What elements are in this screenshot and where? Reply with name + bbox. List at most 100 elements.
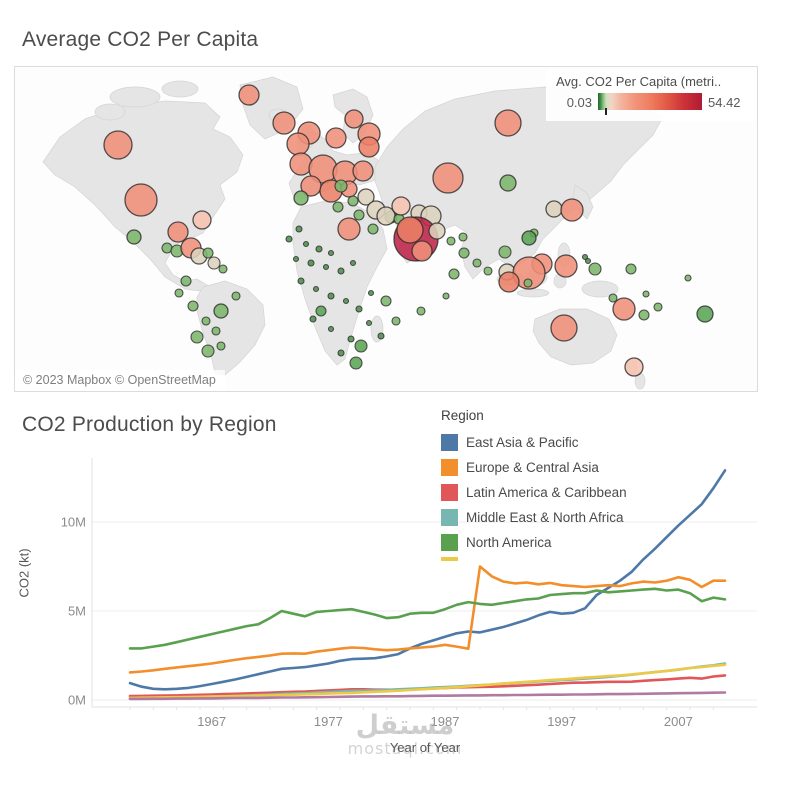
map-bubble[interactable] bbox=[396, 216, 424, 244]
map-bubble[interactable] bbox=[684, 274, 692, 282]
legend-item-middle-east-north-africa[interactable]: Middle East & North Africa bbox=[441, 505, 627, 530]
map-bubble[interactable] bbox=[192, 210, 212, 230]
map-bubble[interactable] bbox=[353, 209, 365, 221]
map-bubble[interactable] bbox=[238, 84, 260, 106]
map-bubble[interactable] bbox=[187, 300, 199, 312]
map-bubble[interactable] bbox=[472, 258, 482, 268]
map-bubble[interactable] bbox=[126, 229, 142, 245]
map-bubble[interactable] bbox=[103, 130, 133, 160]
map-bubble[interactable] bbox=[315, 245, 323, 253]
map-bubble[interactable] bbox=[201, 316, 211, 326]
map-bubble[interactable] bbox=[167, 221, 189, 243]
map-bubble[interactable] bbox=[344, 109, 364, 129]
map-bubble[interactable] bbox=[416, 306, 426, 316]
map-bubble[interactable] bbox=[494, 109, 522, 137]
map-bubble[interactable] bbox=[190, 330, 204, 344]
map-bubble[interactable] bbox=[180, 275, 192, 287]
map-bubble[interactable] bbox=[367, 223, 379, 235]
map-bubble[interactable] bbox=[355, 305, 363, 313]
map-bubble[interactable] bbox=[499, 174, 517, 192]
map-bubble[interactable] bbox=[285, 235, 293, 243]
color-gradient-bar[interactable] bbox=[598, 93, 702, 115]
legend-swatch-clipped[interactable] bbox=[441, 557, 458, 561]
legend-item-east-asia-pacific[interactable]: East Asia & Pacific bbox=[441, 430, 627, 455]
map-bubble[interactable] bbox=[332, 201, 344, 213]
map-bubble[interactable] bbox=[349, 259, 357, 267]
map-bubble[interactable] bbox=[349, 356, 363, 370]
map-bubble[interactable] bbox=[391, 316, 401, 326]
map-bubble[interactable] bbox=[358, 136, 380, 158]
map-bubble[interactable] bbox=[498, 271, 520, 293]
map-bubble[interactable] bbox=[638, 309, 650, 321]
map-bubble[interactable] bbox=[207, 256, 221, 270]
map-bubble[interactable] bbox=[342, 297, 350, 305]
map-bubble[interactable] bbox=[550, 314, 578, 342]
map-bubble[interactable] bbox=[354, 339, 368, 353]
map-bubble[interactable] bbox=[588, 262, 602, 276]
map-bubble[interactable] bbox=[307, 259, 315, 267]
map-bubble[interactable] bbox=[498, 245, 512, 259]
map-bubble[interactable] bbox=[458, 247, 470, 259]
map-bubble[interactable] bbox=[216, 341, 226, 351]
map-bubble[interactable] bbox=[309, 315, 317, 323]
series-line-east-asia-pacific[interactable] bbox=[128, 469, 727, 691]
map-bubble[interactable] bbox=[211, 326, 221, 336]
map-bubble[interactable] bbox=[347, 335, 355, 343]
map-bubble[interactable] bbox=[327, 249, 335, 257]
map-bubble[interactable] bbox=[367, 289, 375, 297]
map-bubble[interactable] bbox=[337, 267, 345, 275]
map-bubble[interactable] bbox=[391, 196, 411, 216]
line-chart-canvas[interactable]: 1967 1977 1987 1997 2007 0M 5M 10M bbox=[0, 450, 811, 790]
map-bubble[interactable] bbox=[554, 254, 578, 278]
map-bubble[interactable] bbox=[202, 247, 214, 259]
map-bubble[interactable] bbox=[696, 305, 714, 323]
map-bubble[interactable] bbox=[327, 292, 335, 300]
map-bubble[interactable] bbox=[352, 160, 374, 182]
map-bubble[interactable] bbox=[293, 190, 309, 206]
map-bubble[interactable] bbox=[380, 295, 392, 307]
map-bubble[interactable] bbox=[483, 266, 493, 276]
map-bubble[interactable] bbox=[218, 264, 228, 274]
map-bubble[interactable] bbox=[612, 297, 636, 321]
map-bubble[interactable] bbox=[337, 217, 361, 241]
map-bubble[interactable] bbox=[442, 292, 450, 300]
map-bubble[interactable] bbox=[292, 255, 300, 263]
legend-item-latin-america-caribbean[interactable]: Latin America & Caribbean bbox=[441, 480, 627, 505]
map-bubble[interactable] bbox=[322, 263, 330, 271]
map-bubble[interactable] bbox=[297, 277, 305, 285]
map-bubble[interactable] bbox=[347, 195, 359, 207]
map-bubble[interactable] bbox=[272, 111, 296, 135]
map-bubble[interactable] bbox=[625, 263, 637, 275]
map-bubble[interactable] bbox=[286, 132, 310, 156]
map-bubble[interactable] bbox=[174, 288, 184, 298]
map-bubble[interactable] bbox=[411, 240, 433, 262]
map-bubble[interactable] bbox=[315, 305, 327, 317]
map-bubble[interactable] bbox=[545, 200, 563, 218]
map-bubble[interactable] bbox=[213, 303, 229, 319]
gradient-pointer[interactable] bbox=[605, 108, 608, 115]
map-bubble[interactable] bbox=[337, 349, 345, 357]
map-bubble[interactable] bbox=[432, 162, 464, 194]
series-line-extra-6[interactable] bbox=[128, 691, 727, 701]
legend-item-europe-central-asia[interactable]: Europe & Central Asia bbox=[441, 455, 627, 480]
world-map-panel[interactable]: Avg. CO2 Per Capita (metri.. 0.03 54.42 … bbox=[14, 66, 758, 392]
map-bubble[interactable] bbox=[584, 257, 592, 265]
map-bubble[interactable] bbox=[295, 225, 303, 233]
map-bubble[interactable] bbox=[357, 188, 375, 206]
map-bubble[interactable] bbox=[124, 183, 158, 217]
series-line-north-america[interactable] bbox=[128, 587, 727, 650]
map-bubble[interactable] bbox=[642, 290, 650, 298]
map-bubble[interactable] bbox=[448, 268, 460, 280]
map-bubble[interactable] bbox=[365, 319, 373, 327]
map-bubble[interactable] bbox=[446, 236, 456, 246]
map-bubble[interactable] bbox=[327, 325, 335, 333]
map-bubble[interactable] bbox=[302, 240, 310, 248]
map-bubble[interactable] bbox=[312, 285, 320, 293]
map-bubble[interactable] bbox=[521, 230, 537, 246]
map-bubble[interactable] bbox=[201, 344, 215, 358]
map-bubble[interactable] bbox=[428, 222, 446, 240]
map-bubble[interactable] bbox=[560, 198, 584, 222]
map-bubble[interactable] bbox=[608, 293, 618, 303]
world-map[interactable] bbox=[15, 67, 757, 391]
legend-item-north-america[interactable]: North America bbox=[441, 530, 627, 555]
